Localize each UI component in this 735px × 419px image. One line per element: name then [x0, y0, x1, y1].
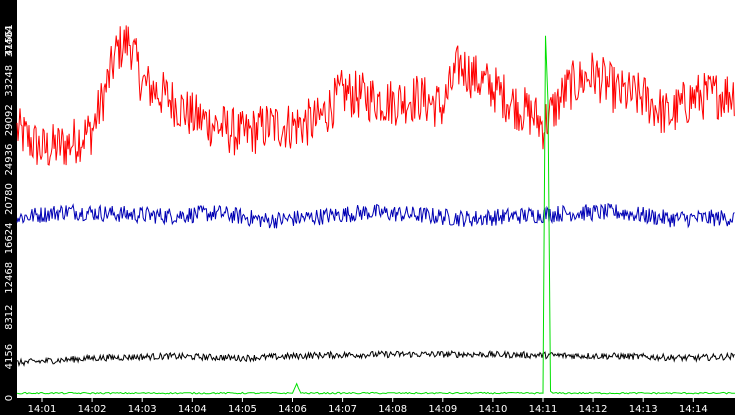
- y-tick-label: 24936: [4, 144, 15, 176]
- y-tick-label: 16624: [4, 222, 15, 254]
- y-tick-label: 8312: [4, 304, 15, 329]
- x-tick-label: 14:13: [629, 404, 658, 415]
- y-tick-layer: 0 4156 8312 12468 16624 20780 24936 29092 33248 3…: [4, 24, 15, 401]
- x-tick-label: 14:09: [428, 404, 457, 415]
- x-axis-band: [0, 398, 735, 415]
- y-tick-label: 12468: [4, 262, 15, 294]
- x-tick-label: 14:11: [529, 404, 558, 415]
- y-tick-label: 37404: [4, 25, 15, 57]
- x-tick-label: 14:02: [78, 404, 107, 415]
- y-tick-label: 33248: [4, 65, 15, 97]
- x-tick-label: 14:03: [128, 404, 157, 415]
- x-tick-label: 14:10: [478, 404, 507, 415]
- x-tick-label: 14:07: [328, 404, 357, 415]
- y-tick-label: 29092: [4, 104, 15, 136]
- x-tick-label: 14:06: [278, 404, 307, 415]
- y-tick-label: 0: [4, 395, 15, 401]
- x-tick-label: 14:12: [579, 404, 608, 415]
- x-tick-layer: 14:01 14:02 14:03 14:04 14:05 14:06 14:07 14:08…: [28, 398, 708, 415]
- y-tick-label: 4156: [4, 344, 15, 369]
- x-tick-label: 14:08: [378, 404, 407, 415]
- series-line-2: [16, 203, 735, 229]
- y-tick-label: 41561: [4, 24, 15, 56]
- series-line-4: [16, 35, 735, 395]
- y-tick-label: 20780: [4, 183, 15, 215]
- x-tick-label: 14:14: [679, 404, 708, 415]
- series-line-1: [16, 25, 735, 166]
- x-tick-label: 14:01: [28, 404, 57, 415]
- x-tick-label: 14:04: [178, 404, 207, 415]
- x-tick-label: 14:05: [228, 404, 257, 415]
- series-layer: [16, 25, 735, 395]
- series-line-3: [16, 349, 735, 368]
- y-axis-band: [0, 0, 17, 415]
